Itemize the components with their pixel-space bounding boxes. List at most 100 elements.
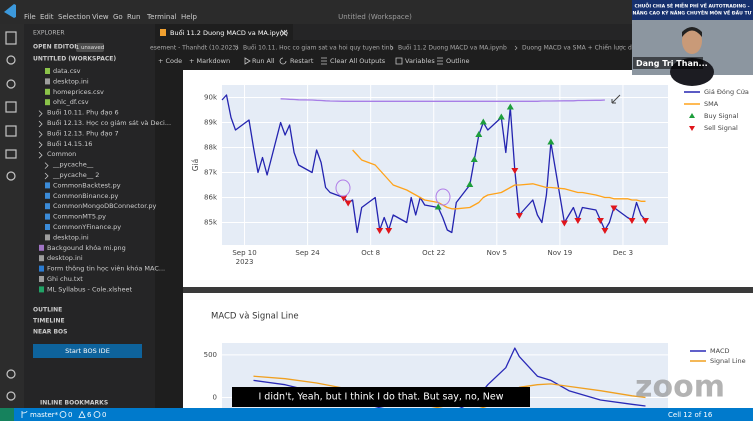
y-tick-label: 89k: [204, 119, 218, 127]
file-name[interactable]: CommonYFinance.py: [53, 223, 121, 231]
file-name[interactable]: CommonMT5.py: [53, 213, 106, 221]
legend-label[interactable]: Signal Line: [710, 357, 746, 365]
folder-chevron: [38, 151, 43, 159]
remote-indicator[interactable]: [0, 408, 14, 421]
branch[interactable]: master*: [30, 411, 59, 419]
annotation-circle: [335, 179, 351, 197]
name-bg: [633, 57, 703, 69]
icon-search[interactable]: [6, 55, 16, 65]
breadcrumb[interactable]: esement - Thanhdt (10.2023): [150, 45, 239, 52]
icon-settings[interactable]: [6, 391, 16, 401]
menu-item[interactable]: Run: [127, 13, 140, 21]
icon-run[interactable]: [5, 101, 17, 113]
section-header[interactable]: INLINE BOOKMARKS: [40, 400, 108, 407]
cell-indicator[interactable]: Cell 12 of 16: [668, 411, 713, 419]
menu-item[interactable]: Go: [113, 13, 123, 21]
icon-explorer[interactable]: [5, 31, 17, 45]
file-name[interactable]: CommonBacktest.py: [53, 181, 121, 189]
file-name[interactable]: desktop.ini: [47, 254, 83, 262]
breadcrumb[interactable]: Duong MACD va SMA + Chiến lược du...: [522, 45, 641, 52]
section-header[interactable]: OPEN EDITORS: [33, 44, 83, 51]
file-name[interactable]: data.csv: [53, 67, 81, 75]
file-icon: [45, 88, 50, 95]
toolbar-button[interactable]: + Markdown: [189, 57, 230, 65]
x-year-label: 2023: [236, 258, 254, 266]
menu-item[interactable]: File: [24, 13, 36, 21]
folder-chevron: [38, 131, 43, 138]
folder-chevron: [38, 141, 43, 149]
icon-account[interactable]: [6, 369, 16, 379]
file-name[interactable]: Buổi 10.11. Phụ đạo 6: [47, 108, 119, 117]
tab-title[interactable]: Buổi 11.2 Duong MACD va MA.ipynb: [170, 28, 288, 37]
file-name[interactable]: Common: [47, 150, 76, 158]
menu-item[interactable]: Help: [181, 13, 198, 21]
icon-scm[interactable]: [6, 79, 16, 89]
info-count[interactable]: 0: [102, 411, 106, 419]
menu-item[interactable]: Selection: [58, 13, 90, 21]
menu-item[interactable]: Edit: [40, 13, 54, 21]
legend-swatch: [689, 126, 695, 131]
file-name[interactable]: Backgound khóa mi.png: [47, 244, 126, 252]
video-banner-text: NÂNG CAO KỸ NĂNG CHUYÊN MÔN VỀ ĐẦU TƯ: [633, 8, 752, 17]
file-name[interactable]: homeprices.csv: [53, 88, 104, 96]
section-header[interactable]: OUTLINE: [33, 307, 62, 314]
folder-chevron: [38, 120, 43, 128]
warning-count[interactable]: 6: [87, 411, 92, 419]
toolbar-icon: [244, 57, 251, 65]
file-name[interactable]: CommonBinance.py: [53, 192, 119, 200]
section-header[interactable]: NEAR BOS: [33, 329, 67, 336]
tab-close[interactable]: [280, 29, 288, 37]
file-name[interactable]: desktop.ini: [53, 77, 89, 85]
legend-label[interactable]: Buy Signal: [704, 112, 739, 120]
menu-item[interactable]: Terminal: [146, 13, 177, 21]
file-name[interactable]: CommonMongoDBConnector.py: [53, 202, 157, 210]
active-tab[interactable]: [155, 24, 293, 40]
activity-icons[interactable]: [5, 31, 17, 401]
icon-remote[interactable]: [5, 149, 17, 159]
file-name[interactable]: Form thông tin học viên khóa MAC...: [47, 265, 165, 273]
file-name[interactable]: Ghi chu.txt: [47, 275, 83, 283]
toolbar-button[interactable]: Variables: [405, 57, 435, 65]
breadcrumb-separator: [235, 45, 239, 51]
file-name[interactable]: ML Syllabus - Cole.xlsheet: [47, 285, 133, 293]
legend-label[interactable]: MACD: [710, 347, 729, 355]
breadcrumb[interactable]: Buổi 11.2 Duong MACD va MA.ipynb: [398, 45, 507, 52]
signal-marker: [466, 181, 474, 187]
toolbar-button[interactable]: Restart: [290, 57, 314, 65]
toolbar-icon: [321, 57, 327, 65]
file-name[interactable]: desktop.ini: [53, 233, 89, 241]
x-tick-label: Nov 19: [547, 249, 572, 257]
toolbar-button[interactable]: + Code: [158, 57, 182, 65]
start-button-label[interactable]: Start BOS IDE: [65, 347, 110, 355]
legend-label[interactable]: Giá Đóng Cửa: [704, 88, 749, 96]
section-header[interactable]: UNTITLED (WORKSPACE): [33, 56, 116, 63]
file-name[interactable]: Buổi 12.13. Phụ đạo 7: [47, 128, 119, 137]
toolbar-button[interactable]: Clear All Outputs: [330, 57, 386, 65]
y-tick-label: 90k: [204, 94, 218, 102]
app-icon: [4, 4, 16, 18]
file-icon: [39, 276, 44, 282]
legend-label[interactable]: Sell Signal: [704, 124, 738, 132]
icon-bos[interactable]: [6, 171, 16, 181]
file-name[interactable]: Buổi 14.15.16: [47, 139, 92, 148]
icon-extensions[interactable]: [5, 125, 17, 137]
start-button[interactable]: [33, 344, 142, 358]
file-name[interactable]: ohlc_df.csv: [53, 98, 89, 106]
file-name[interactable]: __pycache__ 2: [52, 171, 99, 179]
file-name[interactable]: Buổi 12.13. Học co giám sát và Deci...: [47, 118, 171, 127]
file-name[interactable]: __pycache__: [52, 161, 94, 169]
toolbar-button[interactable]: Outline: [446, 57, 470, 65]
toolbar-button[interactable]: Run All: [252, 57, 275, 65]
folder-chevron: [44, 162, 49, 169]
menu-item[interactable]: View: [92, 13, 109, 21]
legend-swatch: [689, 113, 695, 118]
breadcrumb[interactable]: Buổi 10.11. Hoc co giam sat va hoi quy t…: [243, 45, 394, 52]
signal-marker: [601, 228, 609, 234]
legend-label[interactable]: SMA: [704, 100, 719, 108]
file-icon: [45, 213, 50, 220]
toolbar-icon: [395, 57, 403, 65]
error-icon: [59, 411, 67, 418]
error-count[interactable]: 0: [68, 411, 72, 419]
section-header[interactable]: TIMELINE: [33, 318, 65, 325]
x-tick-label: Oct 22: [422, 249, 445, 257]
